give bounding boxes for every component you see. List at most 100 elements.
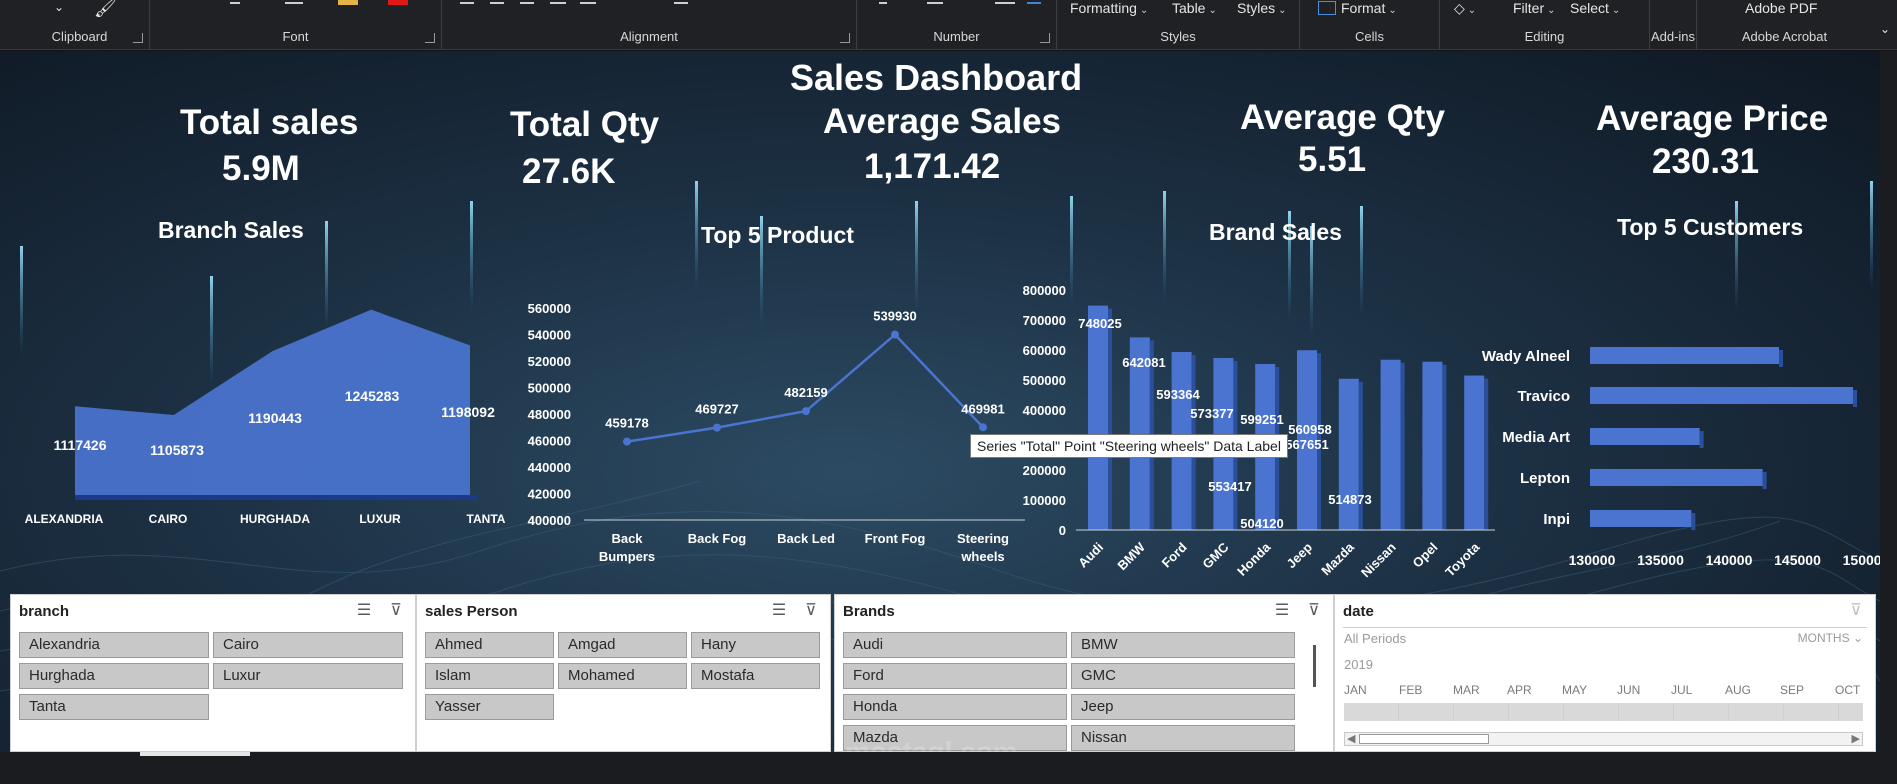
data-point	[979, 423, 987, 432]
slicer-item[interactable]: Jeep	[1071, 694, 1295, 720]
multi-select-icon[interactable]: ☰	[1274, 602, 1290, 619]
align-left-icon[interactable]	[460, 2, 474, 4]
ribbon-group-label: Editing	[1524, 29, 1565, 44]
slicer-divider	[1343, 627, 1867, 628]
date-timeline-slicer[interactable]: date ⊽ All Periods MONTHS ⌄ 2019 JAN FEB M…	[1334, 594, 1876, 752]
dialog-launcher-icon[interactable]	[133, 33, 143, 43]
slicer-item[interactable]: Ahmed	[425, 632, 554, 658]
find-select-button[interactable]: Select ⌄	[1570, 0, 1621, 16]
format-painter-icon[interactable]: 🖌	[94, 0, 117, 18]
top-products-line-chart[interactable]: 400000 420000 440000 460000 480000 500000 5200…	[0, 51, 1880, 591]
y-tick-label: 520000	[528, 354, 571, 369]
data-label: 469727	[695, 402, 738, 417]
format-button[interactable]: Format ⌄	[1318, 0, 1397, 16]
multi-select-icon[interactable]: ☰	[771, 602, 787, 619]
borders-icon[interactable]	[285, 2, 303, 4]
sheet-tabs-bar	[0, 752, 1897, 784]
active-sheet-tab[interactable]	[140, 752, 250, 756]
slicer-item[interactable]: Audi	[843, 632, 1067, 658]
dialog-launcher-icon[interactable]	[1040, 33, 1050, 43]
month-label: OCT	[1835, 683, 1861, 697]
month-label: APR	[1507, 683, 1532, 697]
decrease-decimal-icon[interactable]	[1027, 2, 1041, 4]
slicer-scrollbar[interactable]	[1313, 635, 1319, 745]
x-tick-label: 150000	[1843, 552, 1880, 568]
paste-dropdown-chevron-icon[interactable]: ⌄	[54, 0, 65, 14]
vertical-scrollbar[interactable]	[1880, 51, 1897, 752]
slicer-item[interactable]: BMW	[1071, 632, 1295, 658]
chart-title-top-customers: Top 5 Customers	[1617, 214, 1804, 240]
slicer-item[interactable]: Tanta	[19, 694, 209, 720]
slicer-item[interactable]: Mohamed	[558, 663, 687, 689]
bar	[1129, 337, 1150, 530]
increase-decimal-icon[interactable]	[995, 2, 1015, 4]
align-center-icon[interactable]	[490, 2, 504, 4]
timeline-scrollbar[interactable]: ◀ ▶	[1344, 732, 1863, 746]
format-as-table-button[interactable]: Table ⌄	[1172, 0, 1217, 16]
increase-indent-icon[interactable]	[580, 2, 596, 4]
bar	[1338, 378, 1359, 530]
conditional-formatting-button[interactable]: Formatting ⌄	[1070, 0, 1149, 16]
time-level-dropdown[interactable]: MONTHS ⌄	[1797, 631, 1863, 645]
light-beam	[1870, 181, 1873, 291]
fill-color-icon[interactable]	[338, 0, 358, 5]
branch-sales-area-chart[interactable]: 1117426 1105873 1190443 1245283 1198092 ALEXA…	[0, 51, 1880, 591]
timeline-band[interactable]	[1344, 703, 1863, 721]
multi-select-icon[interactable]: ☰	[356, 602, 372, 619]
category-label: Lepton	[1520, 470, 1570, 487]
sales-person-slicer[interactable]: sales Person ☰ ⊽ Ahmed Amgad Hany Islam Moha…	[416, 594, 831, 752]
chart-title-brand-sales: Brand Sales	[1209, 219, 1342, 245]
data-label: 1245283	[345, 388, 400, 404]
slicer-item[interactable]: Mostafa	[691, 663, 820, 689]
branch-slicer[interactable]: branch ☰ ⊽ Alexandria Cairo Hurghada Luxur T…	[10, 594, 416, 752]
ribbon-group-editing: ◇ ⌄ Filter ⌄ Select ⌄ Editing	[1440, 0, 1650, 50]
font-size-icon[interactable]	[230, 2, 240, 4]
brands-slicer[interactable]: Brands ☰ ⊽ Audi BMW Ford GMC Honda Jeep Mazda N…	[834, 594, 1334, 752]
slicer-item[interactable]: Alexandria	[19, 632, 209, 658]
scroll-left-icon[interactable]: ◀	[1347, 733, 1356, 745]
font-color-icon[interactable]	[388, 0, 408, 5]
slicer-item[interactable]: Yasser	[425, 694, 554, 720]
category-label: Bumpers	[599, 549, 655, 564]
sort-filter-button[interactable]: Filter ⌄	[1513, 0, 1556, 16]
slicer-item[interactable]: Hany	[691, 632, 820, 658]
scroll-right-icon[interactable]: ▶	[1851, 733, 1860, 745]
scrollbar-thumb[interactable]	[1359, 734, 1489, 744]
merge-center-icon[interactable]	[674, 2, 688, 4]
accounting-format-icon[interactable]	[879, 2, 887, 4]
align-right-icon[interactable]	[520, 2, 534, 4]
clear-button[interactable]: ◇ ⌄	[1454, 0, 1477, 16]
clear-filter-icon[interactable]: ⊽	[1308, 602, 1320, 619]
slicer-item[interactable]: Ford	[843, 663, 1067, 689]
data-label: 1198092	[441, 404, 495, 420]
ribbon-expand-chevron-icon[interactable]: ⌄	[1880, 22, 1891, 36]
data-label: 459178	[605, 416, 648, 431]
dialog-launcher-icon[interactable]	[840, 33, 850, 43]
dialog-launcher-icon[interactable]	[425, 33, 435, 43]
slicer-item[interactable]: Nissan	[1071, 725, 1295, 751]
bar-side	[1484, 378, 1489, 530]
clear-filter-icon[interactable]: ⊽	[1850, 602, 1862, 619]
slicer-item[interactable]: Amgad	[558, 632, 687, 658]
slicer-item[interactable]: Mazda	[843, 725, 1067, 751]
month-label: JAN	[1344, 683, 1367, 697]
bar	[1088, 305, 1108, 530]
clear-filter-icon[interactable]: ⊽	[390, 602, 402, 619]
category-label: Media Art	[1502, 429, 1570, 446]
slicer-item[interactable]: Honda	[843, 694, 1067, 720]
slicer-item[interactable]: GMC	[1071, 663, 1295, 689]
slicer-item[interactable]: Luxur	[213, 663, 403, 689]
slicer-item[interactable]: Cairo	[213, 632, 403, 658]
create-pdf-button[interactable]: Adobe PDF	[1745, 0, 1818, 16]
slicer-item[interactable]: Hurghada	[19, 663, 209, 689]
ribbon-group-label: Number	[933, 29, 980, 44]
cell-styles-button[interactable]: Styles ⌄	[1237, 0, 1287, 16]
decrease-indent-icon[interactable]	[550, 2, 566, 4]
slicer-item[interactable]: Islam	[425, 663, 554, 689]
category-label: Back Led	[777, 531, 835, 546]
clear-filter-icon[interactable]: ⊽	[805, 602, 817, 619]
percent-style-icon[interactable]	[927, 2, 943, 4]
category-label: Inpi	[1543, 511, 1570, 528]
light-beam	[1360, 206, 1363, 316]
top-customers-bar-chart[interactable]: Wady Alneel Travico Media Art Lepton Inpi 130…	[0, 51, 1880, 591]
